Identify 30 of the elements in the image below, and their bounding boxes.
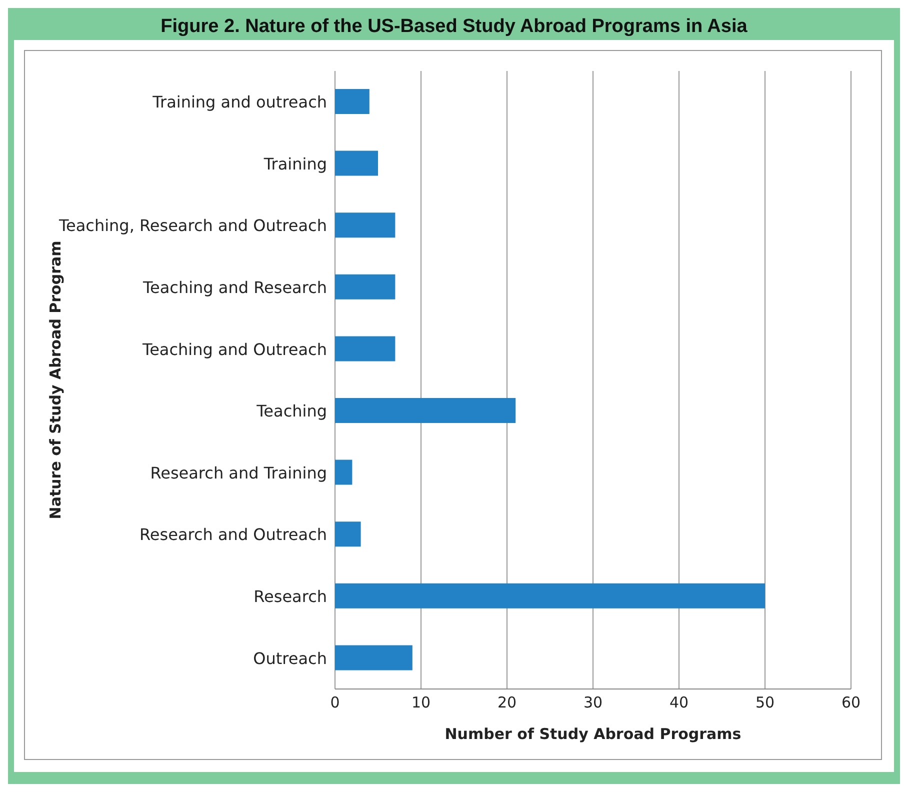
bar [335,274,396,300]
x-tick-label: 20 [497,694,517,712]
bar [335,150,378,176]
y-tick-label: Teaching [256,402,327,421]
y-tick-label: Outreach [253,648,327,668]
chart-title: Figure 2. Nature of the US-Based Study Abroad Programs in Asia [14,14,894,40]
x-tick-label: 60 [841,694,861,712]
bar [335,336,396,362]
y-tick-label: Training and outreach [152,92,327,112]
x-tick-label: 30 [583,694,603,712]
y-axis-title: Nature of Study Abroad Program [46,240,64,520]
x-tick-label: 40 [669,694,689,712]
bar [335,460,352,485]
bar [335,89,370,114]
bar [335,212,396,238]
bar [335,398,516,423]
y-tick-label: Research and Outreach [140,525,327,544]
y-tick-label: Research [254,586,327,606]
x-tick-label: 50 [755,694,775,712]
x-tick-label: 0 [330,694,340,712]
y-tick-label: Training [262,154,327,174]
bar [335,583,765,608]
x-axis-title: Number of Study Abroad Programs [444,725,742,743]
y-tick-label: Teaching, Research and Outreach [58,216,327,236]
y-tick-label: Teaching and Outreach [142,340,327,359]
x-tick-label: 10 [411,694,431,712]
y-tick-label: Teaching and Research [142,278,327,297]
y-tick-label: Research and Training [150,463,327,482]
bar [335,522,361,547]
bar [335,645,412,670]
